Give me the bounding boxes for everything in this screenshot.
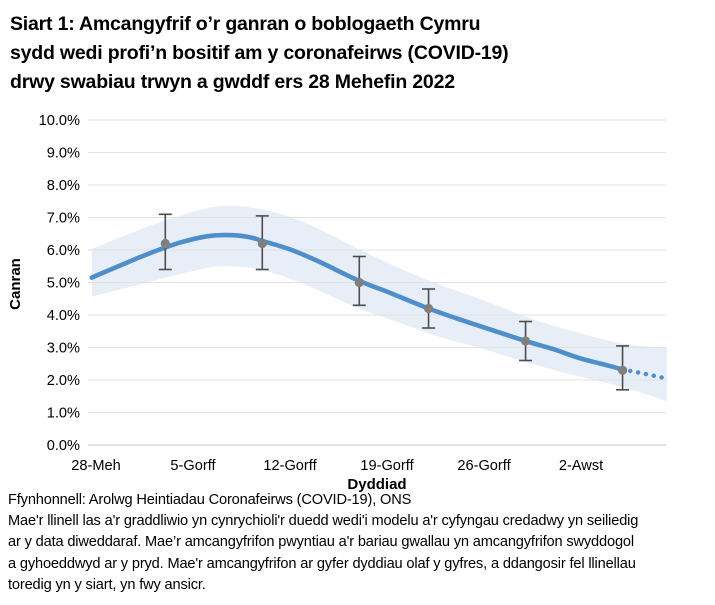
y-tick-label: 3.0%	[47, 341, 80, 357]
note-line-4: toredig yn y siart, yn fwy ansicr.	[8, 576, 206, 593]
y-tick-label: 7.0%	[47, 211, 80, 227]
trend-line	[89, 232, 625, 372]
y-tick-label: 1.0%	[47, 406, 80, 422]
data-point-marker	[160, 238, 170, 249]
note-line-3: a gyhoeddwyd ar y pryd. Mae'r amcangyfri…	[8, 555, 636, 572]
source-line: Ffynhonnell: Arolwg Heintiadau Coronafei…	[8, 492, 412, 508]
data-point-marker	[424, 303, 434, 314]
y-tick-label: 9.0%	[47, 146, 80, 162]
y-tick-label: 6.0%	[47, 243, 80, 259]
x-tick-label: 28-Meh	[71, 458, 120, 474]
data-point-marker	[354, 277, 364, 288]
data-point-marker	[618, 365, 628, 375]
y-axis-title: Canran	[7, 258, 24, 310]
y-tick-label: 4.0%	[47, 308, 80, 324]
y-tick-label: 2.0%	[47, 373, 80, 389]
chart-title-line-2: sydd wedi profi’n bositif am y coronafei…	[10, 42, 509, 64]
confidence-band	[91, 205, 667, 402]
x-tick-label: 2-Awst	[559, 458, 603, 474]
x-tick-label: 26-Gorff	[457, 458, 511, 474]
chart-title: Siart 1: Amcangyfrif o’r ganran o boblog…	[10, 10, 509, 97]
trend-line-dotted	[628, 368, 665, 380]
y-tick-label: 8.0%	[47, 178, 80, 194]
note-line-1: Mae'r llinell las a'r graddliwio yn cynr…	[8, 513, 639, 530]
x-axis-title: Dyddiad	[347, 476, 406, 493]
chart-title-line-1: Siart 1: Amcangyfrif o’r ganran o boblog…	[10, 13, 481, 35]
data-point-marker	[257, 238, 267, 249]
x-tick-label: 19-Gorff	[360, 458, 414, 474]
y-tick-label: 10.0%	[39, 113, 80, 129]
chart-footer: Ffynhonnell: Arolwg Heintiadau Coronafei…	[8, 490, 638, 596]
data-point-marker	[521, 336, 531, 346]
note-line-2: ar y data diweddaraf. Mae’r amcangyfrifo…	[8, 534, 634, 551]
y-tick-label: 5.0%	[47, 276, 80, 292]
x-tick-label: 5-Gorff	[170, 458, 216, 474]
chart-title-line-3: drwy swabiau trwyn a gwddf ers 28 Mehefi…	[10, 71, 455, 93]
y-tick-label: 0.0%	[47, 438, 80, 454]
x-tick-label: 12-Gorff	[263, 458, 317, 474]
